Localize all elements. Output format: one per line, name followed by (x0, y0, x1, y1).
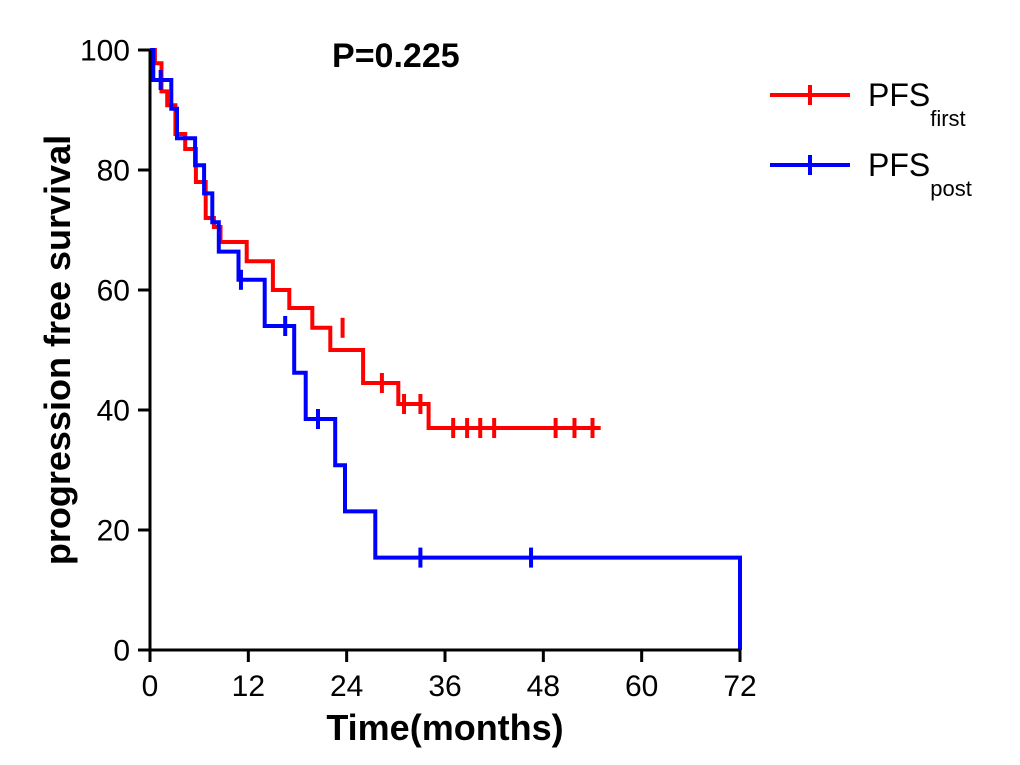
legend-label-post: PFSpost (868, 147, 972, 201)
x-tick-label: 48 (527, 670, 560, 703)
x-tick-label: 0 (142, 670, 159, 703)
p-value-annotation: P=0.225 (332, 37, 460, 75)
legend-label-first: PFSfirst (868, 77, 966, 131)
y-tick-label: 0 (113, 635, 130, 668)
x-tick-label: 24 (330, 670, 363, 703)
x-tick-label: 36 (428, 670, 461, 703)
survival-chart: 0 12 24 36 48 60 72 0 20 40 60 80 100 Time(months) pro… (0, 0, 1020, 765)
y-tick-label: 60 (97, 275, 130, 308)
series-PFS_post (150, 50, 740, 650)
chart-container: 0 12 24 36 48 60 72 0 20 40 60 80 100 Time(months) pro… (0, 0, 1020, 765)
y-axis-title: progression free survival (37, 135, 78, 565)
y-tick-label: 20 (97, 515, 130, 548)
x-tick-label: 60 (625, 670, 658, 703)
x-tick-label: 72 (723, 670, 756, 703)
y-tick-label: 40 (97, 395, 130, 428)
y-tick-label: 80 (97, 155, 130, 188)
y-tick-label: 100 (80, 35, 130, 68)
x-axis-title: Time(months) (326, 707, 563, 748)
x-tick-label: 12 (232, 670, 265, 703)
